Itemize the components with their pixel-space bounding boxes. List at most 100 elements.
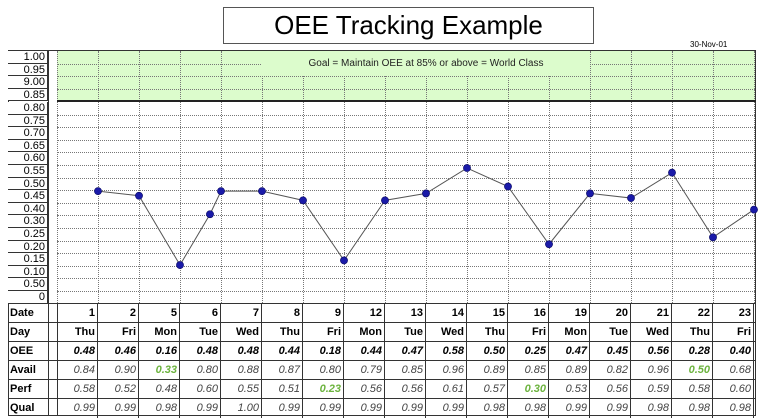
data-point-marker bbox=[299, 196, 307, 205]
gridline-vertical bbox=[344, 76, 345, 303]
table-cell: 0.79 bbox=[344, 361, 385, 380]
y-tick-label: 9.00 bbox=[8, 76, 48, 89]
gridline-horizontal bbox=[57, 228, 755, 229]
table-cell: 0.99 bbox=[57, 399, 98, 418]
table-cell: 0.98 bbox=[508, 399, 549, 418]
data-point-marker bbox=[258, 187, 266, 196]
table-cell: Mon bbox=[549, 323, 590, 342]
data-point-marker bbox=[586, 189, 594, 198]
table-cell: 0.57 bbox=[467, 380, 508, 399]
y-tick-label: 0.95 bbox=[8, 63, 48, 77]
table-cell: 0.87 bbox=[262, 361, 303, 380]
gridline-vertical bbox=[467, 76, 468, 303]
data-point-marker bbox=[627, 194, 635, 202]
gridline-horizontal bbox=[57, 165, 755, 166]
y-tick-label: 0.50 bbox=[8, 278, 48, 291]
table-cell: 1 bbox=[57, 304, 98, 323]
gridline-vertical bbox=[57, 51, 58, 303]
row-label: Qual bbox=[10, 402, 35, 414]
row-label: Avail bbox=[10, 364, 36, 376]
table-cell: 0.48 bbox=[57, 342, 98, 361]
gridline-horizontal bbox=[57, 190, 755, 192]
y-tick-label: 0.15 bbox=[8, 253, 48, 266]
table-cell: 0.52 bbox=[98, 380, 139, 399]
table-cell: 14 bbox=[426, 304, 467, 323]
table-cell: Fri bbox=[98, 323, 139, 342]
table-cell: 9 bbox=[303, 304, 344, 323]
table-cell: 20 bbox=[590, 304, 631, 323]
table-cell: 2 bbox=[98, 304, 139, 323]
gridline-horizontal bbox=[57, 215, 755, 217]
gridline-vertical bbox=[426, 76, 427, 303]
table-cell: Tue bbox=[385, 323, 426, 342]
table-cell: Wed bbox=[631, 323, 672, 342]
table-cell: 0.56 bbox=[344, 380, 385, 399]
table-cell: 0.33 bbox=[139, 361, 180, 380]
table-cell: 15 bbox=[467, 304, 508, 323]
gridline-vertical bbox=[754, 51, 755, 303]
table-cell: 0.99 bbox=[98, 399, 139, 418]
gridline-vertical bbox=[672, 51, 673, 303]
table-cell: 0.23 bbox=[303, 380, 344, 399]
table-cell: 0.58 bbox=[57, 380, 98, 399]
table-cell: 6 bbox=[180, 304, 221, 323]
table-cell: 0.85 bbox=[385, 361, 426, 380]
table-cell: 0.99 bbox=[549, 399, 590, 418]
data-point-marker bbox=[422, 189, 430, 198]
table-cell: 0.99 bbox=[590, 399, 631, 418]
table-cell: 0.16 bbox=[139, 342, 180, 361]
table-cell: Fri bbox=[508, 323, 549, 342]
data-point-marker bbox=[668, 168, 676, 177]
table-cell: 0.25 bbox=[508, 342, 549, 361]
gridline-horizontal bbox=[57, 240, 755, 242]
table-cell: 13 bbox=[385, 304, 426, 323]
table-row-avail: Avail 0.84 0.90 0.33 0.80 0.88 0.87 0.80 0.79 0.8… bbox=[8, 360, 756, 380]
table-cell: 0.99 bbox=[180, 399, 221, 418]
row-label: Perf bbox=[10, 383, 32, 395]
y-tick-label: 0.80 bbox=[8, 102, 48, 115]
table-cell: 0.56 bbox=[385, 380, 426, 399]
gridline-vertical bbox=[631, 51, 632, 303]
y-tick-label: 0.65 bbox=[8, 139, 48, 153]
table-cell: Thu bbox=[57, 323, 98, 342]
table-cell: 19 bbox=[549, 304, 590, 323]
table-cell: 0.47 bbox=[385, 342, 426, 361]
row-label: OEE bbox=[10, 345, 34, 357]
report-date: 30-Nov-01 bbox=[690, 40, 728, 49]
table-cell: 0.98 bbox=[631, 399, 672, 418]
table-cell: 0.60 bbox=[713, 380, 754, 399]
table-cell: 0.59 bbox=[631, 380, 672, 399]
goal-annotation: Goal = Maintain OEE at 85% or above = Wo… bbox=[262, 51, 590, 76]
table-cell: 0.47 bbox=[549, 342, 590, 361]
data-point-marker bbox=[217, 187, 225, 196]
gridline-vertical bbox=[180, 51, 181, 303]
table-cell: Thu bbox=[467, 323, 508, 342]
table-cell: 0.48 bbox=[180, 342, 221, 361]
y-tick-label: 0.70 bbox=[8, 127, 48, 140]
table-cell: 0.56 bbox=[631, 342, 672, 361]
gridline-horizontal bbox=[57, 127, 755, 129]
table-row-qual: Qual 0.99 0.99 0.98 0.99 1.00 0.99 0.99 0.99 0.99… bbox=[8, 398, 756, 418]
table-cell: 5 bbox=[139, 304, 180, 323]
table-cell: Mon bbox=[139, 323, 180, 342]
y-tick-label: 0.60 bbox=[8, 152, 48, 165]
table-cell: 0.96 bbox=[631, 361, 672, 380]
column-separator bbox=[57, 303, 58, 416]
table-cell: 0.80 bbox=[303, 361, 344, 380]
table-cell: 0.46 bbox=[98, 342, 139, 361]
table-cell: 12 bbox=[344, 304, 385, 323]
goal-threshold-line bbox=[57, 100, 756, 102]
gridline-vertical bbox=[139, 51, 140, 303]
table-cell: 0.98 bbox=[672, 399, 713, 418]
data-point-marker bbox=[504, 182, 512, 191]
y-tick-label: 1.00 bbox=[8, 51, 48, 64]
table-cell: 0.53 bbox=[549, 380, 590, 399]
table-cell: 8 bbox=[262, 304, 303, 323]
gridline-horizontal bbox=[57, 253, 755, 255]
table-cell: 0.98 bbox=[139, 399, 180, 418]
table-cell: 0.51 bbox=[262, 380, 303, 399]
table-cell: 0.84 bbox=[57, 361, 98, 380]
data-point-marker bbox=[463, 164, 471, 172]
table-row-oee: OEE 0.48 0.46 0.16 0.48 0.48 0.44 0.18 0.44 0.47 0… bbox=[8, 341, 756, 361]
y-tick-label: 0.55 bbox=[8, 165, 48, 178]
